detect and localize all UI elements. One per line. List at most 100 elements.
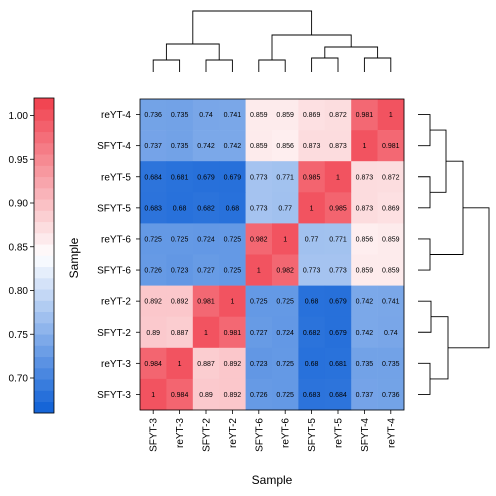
colorbar-segment xyxy=(34,379,54,391)
dendrogram-branch xyxy=(311,57,339,72)
cell-value-label: 0.724 xyxy=(276,330,294,337)
y-tick-label: reYT-5 xyxy=(101,172,131,183)
colorbar xyxy=(33,97,55,414)
heatmap-cell xyxy=(298,285,326,317)
cell-value-label: 0.726 xyxy=(144,268,162,275)
cell-value-label: 0.725 xyxy=(276,299,294,306)
cell-value-label: 0.726 xyxy=(250,392,268,399)
cell-value-label: 0.742 xyxy=(197,143,215,150)
heatmap-cell xyxy=(140,347,167,380)
dendrogram-branch xyxy=(418,362,431,395)
heatmap-cell xyxy=(377,254,405,286)
cell-value-label: 0.735 xyxy=(171,143,189,150)
cell-value-label: 0.859 xyxy=(356,268,374,275)
heatmap-cell xyxy=(166,254,194,286)
heatmap-cell xyxy=(140,254,167,286)
y-tick-label: reYT-3 xyxy=(101,359,131,370)
cell-value-label: 0.981 xyxy=(224,330,242,337)
colorbar-segment xyxy=(34,289,54,301)
heatmap-cell xyxy=(351,223,378,255)
cell-value-label: 0.773 xyxy=(329,268,347,275)
heatmap-cell xyxy=(298,130,326,162)
cell-value-label: 0.859 xyxy=(382,268,400,275)
x-axis-title: Sample xyxy=(252,473,293,487)
y-tick-label: reYT-6 xyxy=(101,234,131,245)
colorbar-segment xyxy=(34,109,54,121)
cell-value-label: 0.887 xyxy=(197,361,215,368)
cell-value-label: 0.724 xyxy=(197,236,215,243)
cell-value-label: 1 xyxy=(257,268,261,275)
dendrogram-branch xyxy=(258,59,286,72)
colorbar-segment xyxy=(34,154,54,166)
heatmap-cell xyxy=(192,99,220,131)
cell-value-label: 0.89 xyxy=(146,330,160,337)
heatmap-cell xyxy=(351,285,378,317)
heatmap-cell xyxy=(272,254,299,286)
heatmap-cell xyxy=(377,285,405,317)
heatmap-cell xyxy=(272,378,299,411)
cell-value-label: 0.735 xyxy=(382,361,400,368)
colorbar-frame xyxy=(33,97,55,414)
colorbar-segment xyxy=(34,300,54,313)
cell-value-label: 0.727 xyxy=(250,330,268,337)
cell-value-label: 0.773 xyxy=(250,174,268,181)
cell-value-label: 0.681 xyxy=(329,361,347,368)
cell-value-label: 0.723 xyxy=(250,361,268,368)
cell-value-label: 0.682 xyxy=(197,205,215,212)
cell-value-label: 0.771 xyxy=(276,174,294,181)
cell-value-label: 0.859 xyxy=(276,112,294,119)
cell-value-label: 0.741 xyxy=(382,299,400,306)
colorbar-segment xyxy=(34,233,54,245)
heatmap-cell xyxy=(377,192,405,224)
cell-value-label: 0.68 xyxy=(305,361,319,368)
cell-value-label: 0.773 xyxy=(303,268,321,275)
x-tick-label: reYT-5 xyxy=(334,418,345,448)
cell-value-label: 0.887 xyxy=(171,330,189,337)
cell-value-label: 0.684 xyxy=(144,174,162,181)
x-tick-label: reYT-6 xyxy=(281,418,292,448)
cell-value-label: 0.89 xyxy=(199,392,213,399)
colorbar-segment xyxy=(34,345,54,358)
cell-value-label: 0.982 xyxy=(276,268,294,275)
cell-value-label: 0.736 xyxy=(382,392,400,399)
colorbar-segment xyxy=(34,266,54,279)
colorbar-tick-label: 0.90 xyxy=(9,199,29,210)
colorbar-tick-label: 0.75 xyxy=(9,330,29,341)
heatmap-cell xyxy=(298,254,326,286)
cell-value-label: 0.683 xyxy=(144,205,162,212)
dendrogram-branch xyxy=(418,300,432,333)
colorbar-ticks: 0.70 0.75 0.80 0.85 0.90 0.95 1.00 xyxy=(9,111,34,385)
heatmap-cell xyxy=(245,223,273,255)
y-axis-title: Sample xyxy=(67,237,81,278)
heatmap-cell xyxy=(377,316,405,349)
colorbar-tick-label: 1.00 xyxy=(9,111,29,122)
heatmap-cell xyxy=(324,285,352,317)
x-tick-label: SFYT-3 xyxy=(149,418,160,452)
heatmap-cell xyxy=(166,161,194,193)
heatmap-cell xyxy=(272,223,299,255)
heatmap-cell xyxy=(351,99,378,131)
cell-value-label: 0.872 xyxy=(382,174,400,181)
cell-value-label: 0.725 xyxy=(144,236,162,243)
heatmap-cell xyxy=(140,192,167,224)
colorbar-tick-label: 0.85 xyxy=(9,242,29,253)
colorbar-segment xyxy=(34,311,54,324)
y-tick-label: SFYT-3 xyxy=(97,390,131,401)
cell-value-label: 0.981 xyxy=(356,112,374,119)
heatmap-cell xyxy=(140,161,167,193)
x-tick-label: SFYT-6 xyxy=(254,418,265,452)
cell-value-label: 0.681 xyxy=(171,174,189,181)
heatmap-cell xyxy=(272,130,299,162)
heatmap-cell xyxy=(219,378,246,411)
heatmap-cell xyxy=(245,161,273,193)
heatmap-cell xyxy=(245,130,273,162)
cell-value-label: 0.873 xyxy=(356,205,374,212)
colorbar-segment xyxy=(34,356,54,369)
heatmap-cell xyxy=(192,347,220,380)
cell-value-label: 0.892 xyxy=(171,299,189,306)
heatmap-cell xyxy=(298,347,326,380)
heatmap-cell xyxy=(192,285,220,317)
colorbar-tick-label: 0.95 xyxy=(9,155,29,166)
cell-value-label: 0.679 xyxy=(329,330,347,337)
dendrogram-branch xyxy=(363,57,392,72)
